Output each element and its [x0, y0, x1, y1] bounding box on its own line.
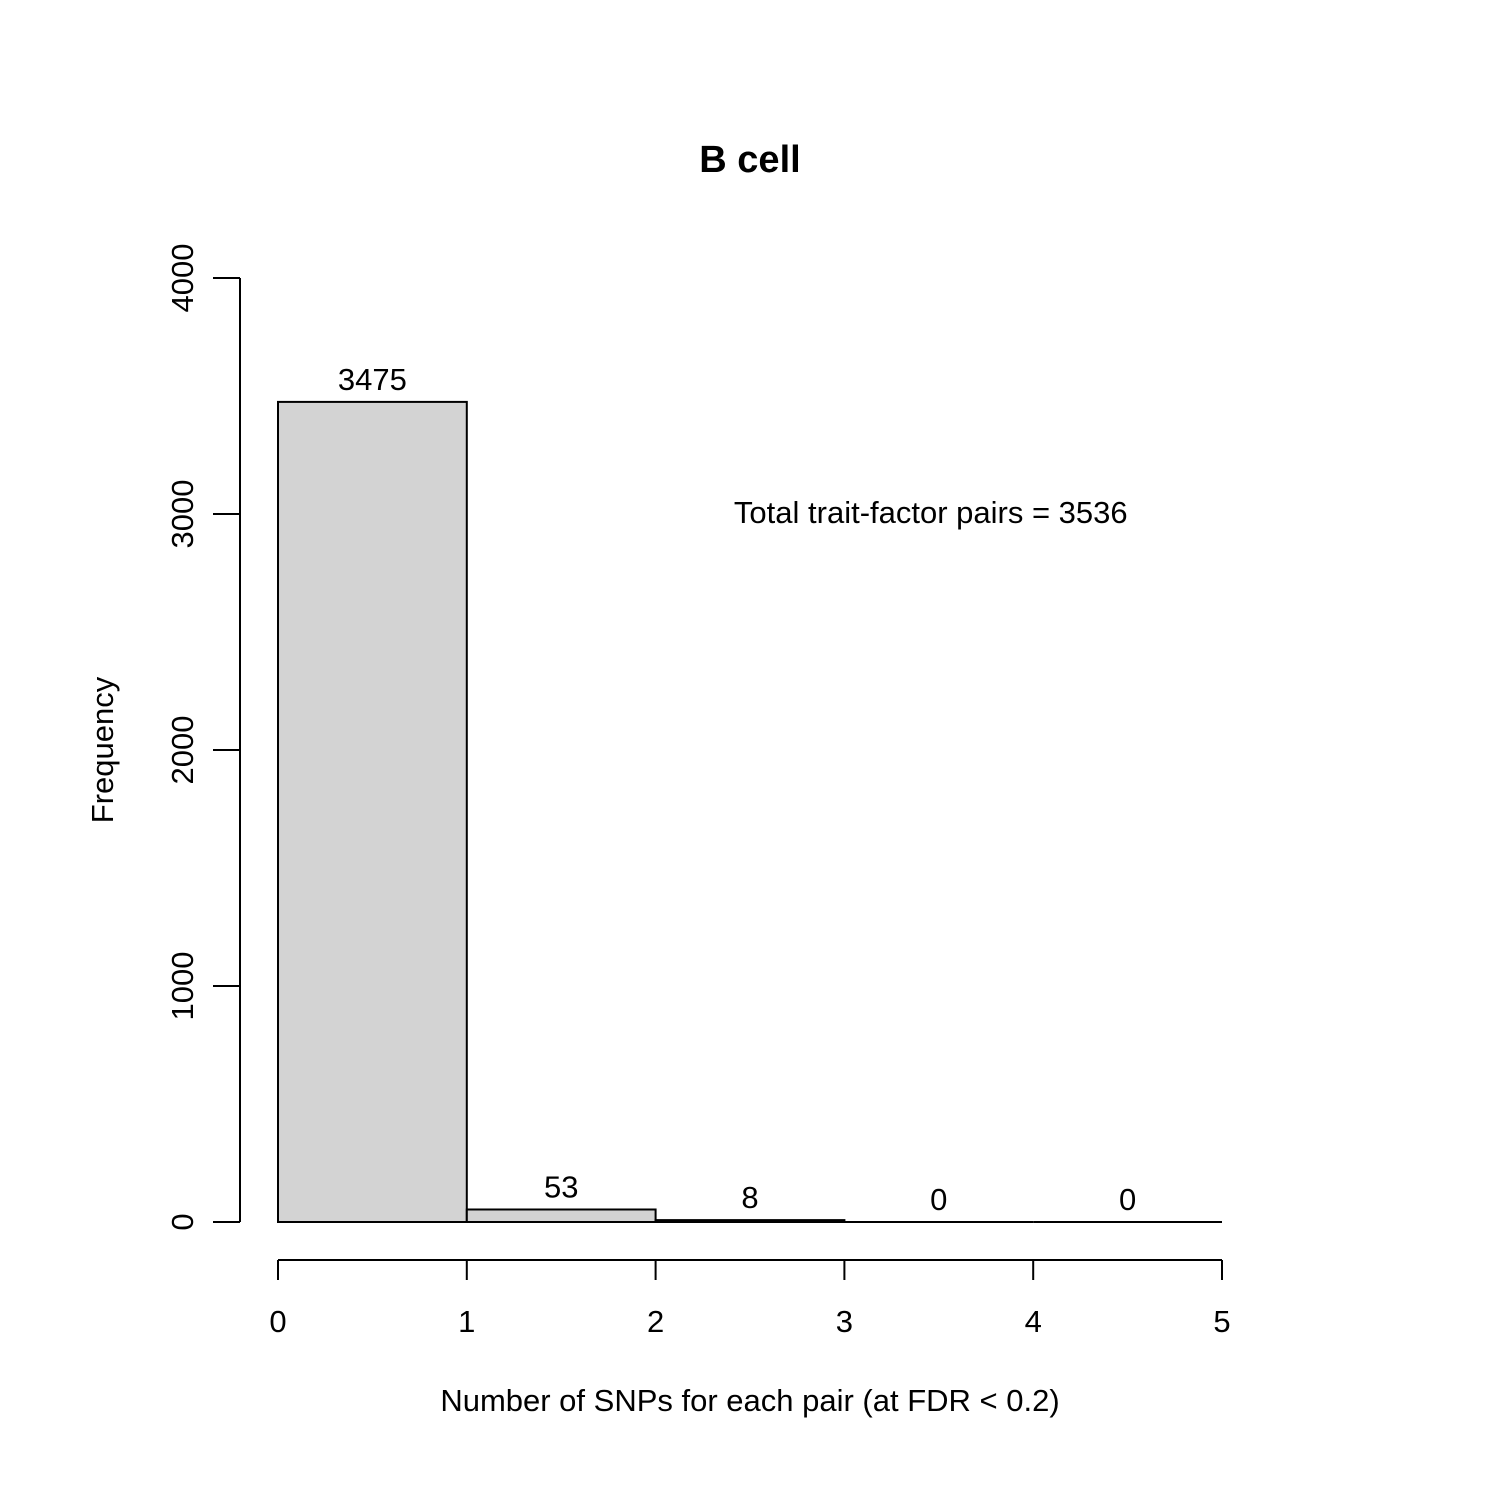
x-tick-label-3: 3: [836, 1304, 853, 1339]
y-tick-label-4: 4000: [165, 244, 200, 313]
y-axis-label: Frequency: [85, 676, 120, 823]
y-axis: 0 1000 2000 3000 4000: [165, 244, 241, 1231]
bar-count-label-4: 0: [1119, 1182, 1136, 1217]
bars-group: [277, 400, 1222, 1224]
histogram-bar-0: [277, 400, 468, 1223]
histogram-bar-1: [465, 1208, 657, 1223]
y-tick-label-3: 3000: [165, 480, 200, 549]
y-tick-label-2: 2000: [165, 716, 200, 785]
x-tick-label-1: 1: [458, 1304, 475, 1339]
x-tick-label-2: 2: [647, 1304, 664, 1339]
x-axis: 0 1 2 3 4 5: [269, 1259, 1231, 1339]
y-tick-label-1: 1000: [165, 952, 200, 1021]
histogram-bar-2: [654, 1219, 846, 1224]
data-labels-group: 3475 53 8 0 0: [338, 362, 1136, 1217]
bar-count-label-1: 53: [544, 1169, 578, 1204]
x-tick-label-5: 5: [1213, 1304, 1230, 1339]
bar-count-label-2: 8: [741, 1180, 758, 1215]
x-axis-label: Number of SNPs for each pair (at FDR < 0…: [440, 1383, 1059, 1418]
bar-count-label-3: 0: [930, 1182, 947, 1217]
y-tick-label-0: 0: [165, 1213, 200, 1230]
total-pairs-annotation: Total trait-factor pairs = 3536: [734, 495, 1128, 530]
bar-count-label-0: 3475: [338, 362, 407, 397]
x-tick-label-0: 0: [269, 1304, 286, 1339]
chart-title: B cell: [699, 139, 800, 181]
x-tick-label-4: 4: [1025, 1304, 1042, 1339]
